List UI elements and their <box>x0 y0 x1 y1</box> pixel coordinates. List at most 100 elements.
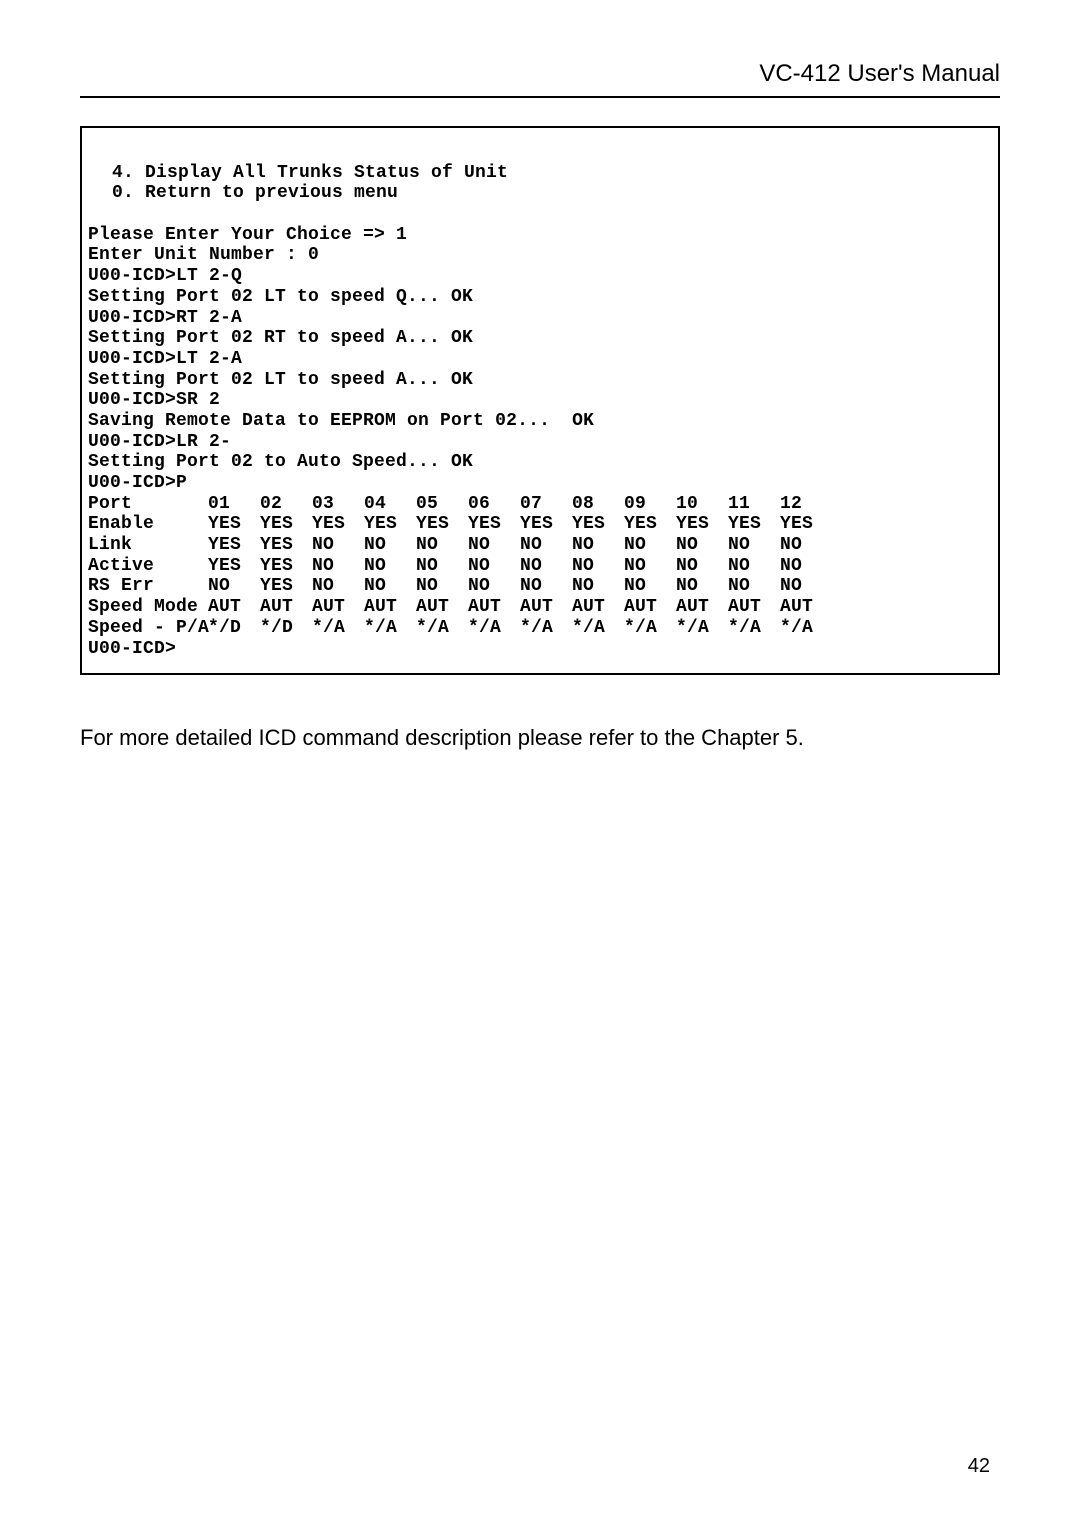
row-label: Active <box>88 556 208 577</box>
cell: */D <box>260 618 312 639</box>
cell: AUT <box>312 597 364 618</box>
session-line: U00-ICD>LR 2- <box>88 432 231 452</box>
session-line: U00-ICD>LT 2-A <box>88 349 242 369</box>
cell: YES <box>260 556 312 577</box>
session-line: Saving Remote Data to EEPROM on Port 02.… <box>88 411 594 431</box>
table-row: RS ErrNOYESNONONONONONONONONONO <box>88 576 992 597</box>
cell: YES <box>416 514 468 535</box>
cell: NO <box>676 556 728 577</box>
cell: AUT <box>676 597 728 618</box>
cell: NO <box>468 535 520 556</box>
session-line: Enter Unit Number : 0 <box>88 245 319 265</box>
cell: NO <box>780 535 832 556</box>
cell: NO <box>624 556 676 577</box>
menu-line: 0. Return to previous menu <box>88 183 992 204</box>
cell: NO <box>364 556 416 577</box>
table-row: EnableYESYESYESYESYESYESYESYESYESYESYESY… <box>88 514 992 535</box>
cell: AUT <box>624 597 676 618</box>
row-label: Speed Mode <box>88 597 208 618</box>
col-header: 10 <box>676 494 728 515</box>
cell: AUT <box>572 597 624 618</box>
cell: */A <box>312 618 364 639</box>
cell: NO <box>676 535 728 556</box>
session-line: Setting Port 02 to Auto Speed... OK <box>88 452 473 472</box>
cell: AUT <box>520 597 572 618</box>
cell: AUT <box>728 597 780 618</box>
col-header: 01 <box>208 494 260 515</box>
row-label: RS Err <box>88 576 208 597</box>
session-line: Setting Port 02 LT to speed Q... OK <box>88 287 473 307</box>
cell: NO <box>364 576 416 597</box>
row-label: Speed - P/A <box>88 618 208 639</box>
cell: */D <box>208 618 260 639</box>
session-line: Setting Port 02 LT to speed A... OK <box>88 370 473 390</box>
cell: YES <box>624 514 676 535</box>
page: VC-412 User's Manual 4. Display All Trun… <box>0 0 1080 1528</box>
cell: AUT <box>780 597 832 618</box>
cell: YES <box>468 514 520 535</box>
cell: AUT <box>208 597 260 618</box>
menu-line: 4. Display All Trunks Status of Unit <box>88 163 992 184</box>
cell: YES <box>260 535 312 556</box>
col-header: 05 <box>416 494 468 515</box>
cell: YES <box>260 514 312 535</box>
cell: YES <box>676 514 728 535</box>
cell: AUT <box>364 597 416 618</box>
cell: NO <box>416 576 468 597</box>
session-line: U00-ICD>LT 2-Q <box>88 266 242 286</box>
cell: YES <box>312 514 364 535</box>
cell: YES <box>780 514 832 535</box>
cell: YES <box>520 514 572 535</box>
row-label: Enable <box>88 514 208 535</box>
cell: NO <box>520 576 572 597</box>
session-line: Setting Port 02 RT to speed A... OK <box>88 328 473 348</box>
cell: NO <box>624 535 676 556</box>
cell: NO <box>572 535 624 556</box>
table-row: Speed - P/A*/D*/D*/A*/A*/A*/A*/A*/A*/A*/… <box>88 618 992 639</box>
row-label: Link <box>88 535 208 556</box>
session-line: U00-ICD>SR 2 <box>88 390 220 410</box>
cell: NO <box>520 535 572 556</box>
cell: NO <box>208 576 260 597</box>
col-header: 11 <box>728 494 780 515</box>
cell: */A <box>364 618 416 639</box>
session-line: U00-ICD>RT 2-A <box>88 308 242 328</box>
cell: NO <box>416 535 468 556</box>
terminal-output: 4. Display All Trunks Status of Unit0. R… <box>88 142 992 659</box>
col-header: 04 <box>364 494 416 515</box>
cell: */A <box>468 618 520 639</box>
cell: NO <box>312 576 364 597</box>
cell: */A <box>572 618 624 639</box>
col-header: 09 <box>624 494 676 515</box>
prompt-line: U00-ICD> <box>88 639 176 659</box>
caption-text: For more detailed ICD command descriptio… <box>80 725 1000 751</box>
cell: */A <box>728 618 780 639</box>
col-header: 08 <box>572 494 624 515</box>
table-row: LinkYESYESNONONONONONONONONONO <box>88 535 992 556</box>
cell: NO <box>728 535 780 556</box>
cell: YES <box>364 514 416 535</box>
col-header: Port <box>88 494 208 515</box>
cell: NO <box>572 576 624 597</box>
cell: NO <box>364 535 416 556</box>
cell: NO <box>624 576 676 597</box>
cell: YES <box>208 556 260 577</box>
col-header: 06 <box>468 494 520 515</box>
col-header: 12 <box>780 494 832 515</box>
cell: NO <box>468 556 520 577</box>
cell: YES <box>572 514 624 535</box>
table-row: ActiveYESYESNONONONONONONONONONO <box>88 556 992 577</box>
page-number: 42 <box>968 1455 990 1478</box>
session-line: U00-ICD>P <box>88 473 187 493</box>
table-row: Speed ModeAUTAUTAUTAUTAUTAUTAUTAUTAUTAUT… <box>88 597 992 618</box>
cell: AUT <box>468 597 520 618</box>
cell: NO <box>780 576 832 597</box>
cell: NO <box>728 556 780 577</box>
cell: NO <box>416 556 468 577</box>
cell: */A <box>520 618 572 639</box>
cell: YES <box>260 576 312 597</box>
session-line: Please Enter Your Choice => 1 <box>88 225 407 245</box>
cell: YES <box>208 535 260 556</box>
cell: */A <box>676 618 728 639</box>
table-header-row: Port010203040506070809101112 <box>88 494 992 515</box>
